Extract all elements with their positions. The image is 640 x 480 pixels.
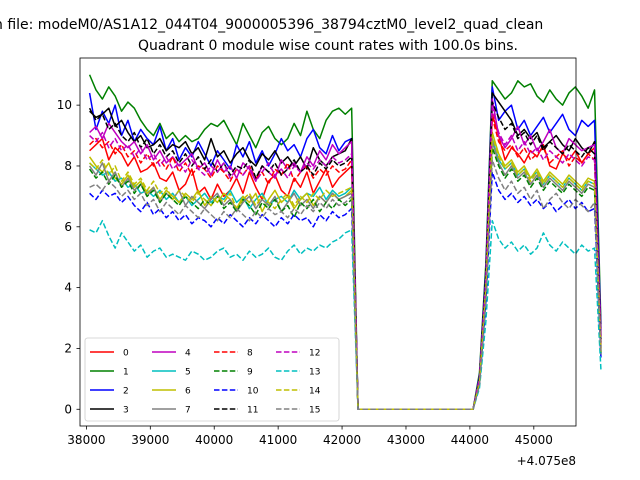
legend-label-0: 0 (123, 349, 129, 359)
x-tick-label: 44000 (451, 433, 489, 447)
legend-label-12: 12 (309, 349, 320, 359)
legend-label-10: 10 (247, 387, 259, 397)
x-tick-label: 45000 (515, 433, 553, 447)
series-line-2 (88, 86, 602, 411)
chart-title: Quadrant 0 module wise count rates with … (138, 38, 518, 54)
y-axis: 0 2 4 6 8 10 (57, 98, 80, 416)
series-line-12 (89, 107, 602, 411)
legend-label-1: 1 (123, 368, 129, 378)
y-tick-label: 4 (64, 281, 72, 295)
series-layer (88, 74, 602, 411)
x-tick-label: 41000 (259, 433, 297, 447)
legend-label-6: 6 (185, 387, 191, 397)
y-tick-label: 0 (64, 402, 72, 416)
plot-frame (79, 57, 577, 427)
series-line-1 (88, 74, 602, 411)
figure-suptitle: n file: modeM0/AS1A12_044T04_9000005396_… (0, 17, 543, 33)
series-line-10 (89, 171, 602, 411)
y-tick-label: 2 (64, 341, 72, 355)
legend-label-2: 2 (123, 387, 129, 397)
legend-label-8: 8 (247, 349, 253, 359)
y-tick-label: 8 (64, 159, 72, 173)
series-line-11 (88, 101, 602, 411)
x-tick-label: 40000 (195, 433, 233, 447)
legend-label-13: 13 (309, 368, 320, 378)
legend-label-3: 3 (123, 406, 129, 416)
x-tick-label: 38000 (67, 433, 105, 447)
y-tick-label: 10 (57, 98, 72, 112)
legend-label-14: 14 (309, 387, 321, 397)
legend-label-4: 4 (185, 349, 191, 359)
series-line-3 (89, 92, 602, 411)
x-axis-offset-label: +4.075e8 (517, 454, 576, 468)
y-tick-label: 6 (64, 220, 72, 234)
x-tick-label: 42000 (323, 433, 361, 447)
series-line-9 (88, 146, 602, 411)
series-line-14 (89, 134, 602, 411)
legend-label-15: 15 (309, 406, 320, 416)
series-line-4 (89, 98, 602, 411)
series-line-15 (89, 159, 602, 411)
legend-label-7: 7 (185, 406, 191, 416)
x-tick-label: 43000 (387, 433, 425, 447)
x-tick-label: 39000 (131, 433, 169, 447)
legend-box (84, 337, 340, 422)
series-line-0 (89, 113, 602, 411)
legend-label-9: 9 (247, 368, 253, 378)
legend-label-5: 5 (185, 368, 191, 378)
x-axis: 38000 39000 40000 41000 42000 43000 44000 45000 (67, 426, 553, 447)
legend-label-11: 11 (247, 406, 258, 416)
